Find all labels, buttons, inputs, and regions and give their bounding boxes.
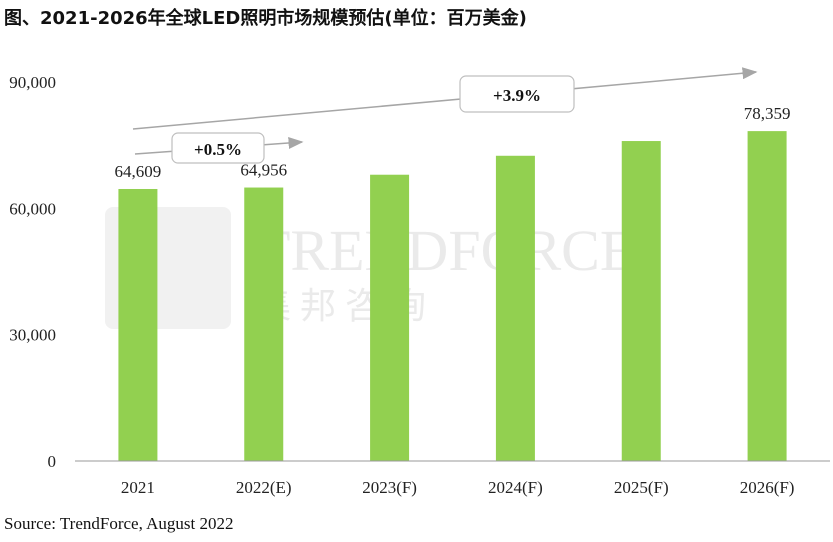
annotation-long-label: +3.9%	[493, 86, 541, 105]
bar	[244, 187, 284, 462]
y-tick-label: 30,000	[9, 326, 56, 345]
watermark-brand: TRENDFORCE	[255, 218, 635, 283]
value-labels: 64,609 64,956 78,359	[115, 104, 791, 181]
annotation-short-label: +0.5%	[194, 140, 242, 159]
annotation-long: +3.9%	[132, 67, 758, 130]
source-note: Source: TrendForce, August 2022	[4, 514, 234, 533]
x-axis-ticks: 2021 2022(E) 2023(F) 2024(F) 2025(F) 2026(F)	[121, 478, 795, 497]
bars	[118, 131, 787, 462]
annotation-long-box	[459, 75, 575, 113]
annotation-long-arrow	[132, 67, 758, 130]
x-tick-label: 2026(F)	[740, 478, 795, 497]
value-label: 78,359	[744, 104, 791, 123]
x-tick-label: 2023(F)	[362, 478, 417, 497]
y-tick-label: 90,000	[9, 73, 56, 92]
y-tick-label: 60,000	[9, 199, 56, 218]
chart-title: 图、2021-2026年全球LED照明市场规模预估(单位：百万美金)	[4, 8, 527, 29]
x-tick-label: 2022(E)	[236, 478, 292, 497]
bar	[495, 155, 535, 461]
x-tick-label: 2021	[121, 478, 155, 497]
bar	[747, 131, 787, 461]
annotation-short-box	[171, 132, 265, 164]
annotation-short: +0.5%	[134, 132, 304, 164]
bar	[621, 141, 661, 462]
y-axis-ticks: 0 30,000 60,000 90,000	[9, 73, 56, 471]
bar	[370, 174, 410, 461]
x-tick-label: 2024(F)	[488, 478, 543, 497]
bar	[118, 188, 158, 462]
value-label: 64,609	[115, 162, 162, 181]
value-label: 64,956	[240, 161, 287, 180]
y-tick-label: 0	[48, 452, 57, 471]
x-tick-label: 2025(F)	[614, 478, 669, 497]
